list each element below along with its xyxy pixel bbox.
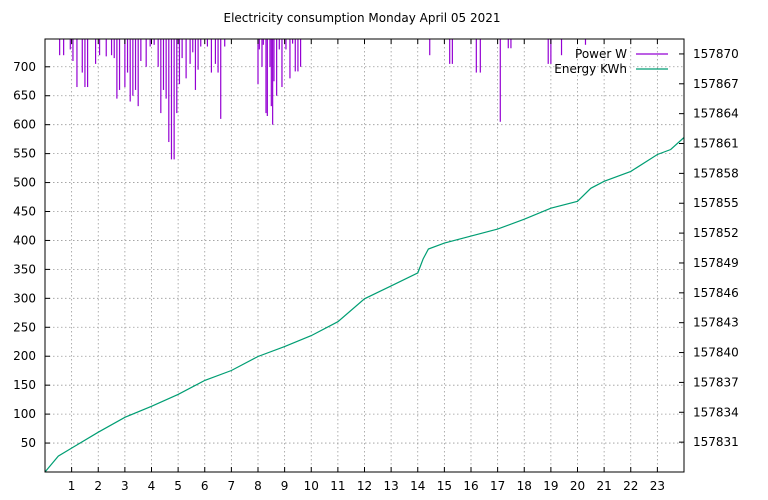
energy-line	[44, 137, 685, 473]
x-tick-label: 11	[330, 479, 345, 493]
x-tick-label: 5	[174, 479, 182, 493]
y-right-tick-label: 157855	[693, 196, 739, 210]
y-left-tick-label: 450	[13, 205, 36, 219]
x-axis: 1 2 3 4 5 6 7 8 9 10 11 12 13 14 15 16 17 18 19 20 21 22 23	[68, 39, 665, 493]
y-left-tick-label: 700	[13, 60, 36, 74]
x-tick-label: 20	[570, 479, 585, 493]
y-axis-left: 50 100 150 200 250 300 350 400 450 500 550 600 650 70…	[13, 60, 50, 450]
x-tick-label: 18	[517, 479, 532, 493]
y-left-tick-label: 650	[13, 89, 36, 103]
x-tick-label: 9	[281, 479, 289, 493]
x-tick-label: 8	[254, 479, 262, 493]
x-tick-label: 2	[94, 479, 102, 493]
x-tick-label: 22	[623, 479, 638, 493]
y-right-tick-label: 157831	[693, 435, 739, 449]
x-tick-label: 3	[121, 479, 129, 493]
y-left-tick-label: 550	[13, 147, 36, 161]
x-tick-label: 12	[357, 479, 372, 493]
y-axis-right: 157831 157834 157837 157840 157843 157846 1578…	[679, 47, 739, 449]
y-right-tick-label: 157840	[693, 346, 739, 360]
y-right-tick-label: 157834	[693, 405, 739, 419]
y-left-tick-label: 50	[21, 436, 36, 450]
x-tick-label: 6	[201, 479, 209, 493]
x-tick-label: 14	[410, 479, 425, 493]
x-tick-label: 1	[68, 479, 76, 493]
y-left-tick-label: 300	[13, 291, 36, 305]
x-tick-label: 13	[383, 479, 398, 493]
grid-lines	[45, 39, 684, 472]
x-tick-label: 10	[304, 479, 319, 493]
chart-title: Electricity consumption Monday April 05 …	[224, 11, 501, 25]
y-right-tick-label: 157849	[693, 256, 739, 270]
x-tick-label: 15	[437, 479, 452, 493]
y-left-tick-label: 250	[13, 320, 36, 334]
y-left-tick-label: 100	[13, 407, 36, 421]
y-right-tick-label: 157867	[693, 77, 739, 91]
x-tick-label: 23	[650, 479, 665, 493]
x-tick-label: 7	[228, 479, 236, 493]
y-right-tick-label: 157846	[693, 286, 739, 300]
y-left-tick-label: 150	[13, 378, 36, 392]
x-tick-label: 19	[543, 479, 558, 493]
y-right-tick-label: 157858	[693, 166, 739, 180]
y-left-tick-label: 400	[13, 233, 36, 247]
y-right-tick-label: 157837	[693, 375, 739, 389]
y-right-tick-label: 157870	[693, 47, 739, 61]
x-tick-label: 16	[463, 479, 478, 493]
x-tick-label: 17	[490, 479, 505, 493]
x-tick-label: 4	[148, 479, 156, 493]
series-area	[44, 39, 685, 473]
y-left-tick-label: 200	[13, 349, 36, 363]
y-left-tick-label: 600	[13, 118, 36, 132]
y-left-tick-label: 350	[13, 262, 36, 276]
y-right-tick-label: 157843	[693, 316, 739, 330]
y-right-tick-label: 157861	[693, 137, 739, 151]
legend-label: Energy KWh	[554, 62, 627, 76]
y-right-tick-label: 157864	[693, 107, 739, 121]
y-left-tick-label: 500	[13, 176, 36, 190]
power-series	[59, 39, 587, 160]
legend-label: Power W	[575, 47, 627, 61]
x-tick-label: 21	[596, 479, 611, 493]
y-right-tick-label: 157852	[693, 226, 739, 240]
